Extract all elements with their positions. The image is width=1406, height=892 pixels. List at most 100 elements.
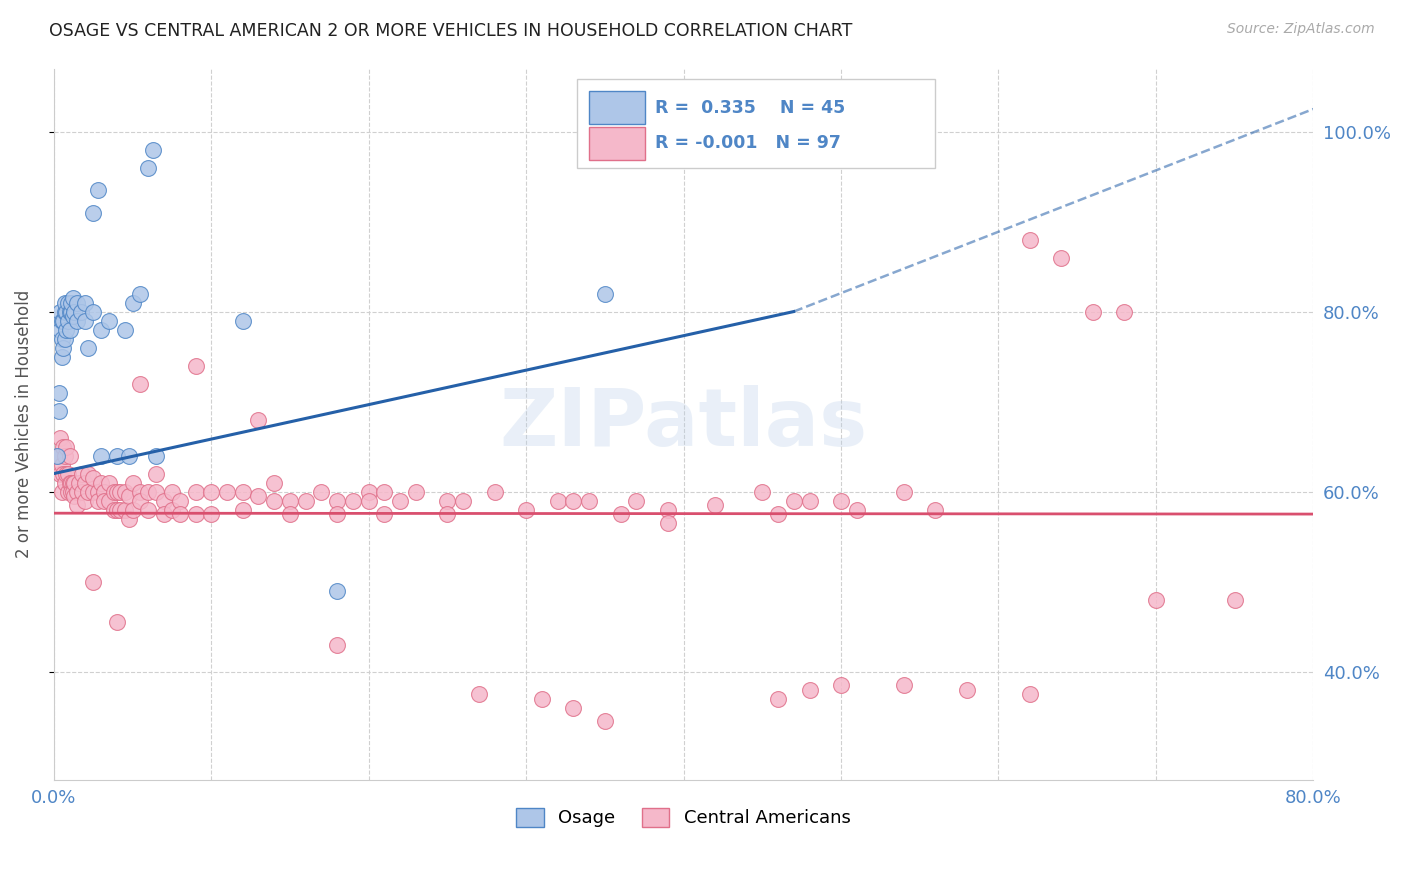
Point [49,304,72,318]
Point [451,493,474,508]
Point [121,502,143,516]
Point [326,638,349,652]
Point [58,449,80,463]
Point [200,507,222,521]
Point [75,313,97,327]
Point [56,295,79,310]
Point [58,322,80,336]
Point [278,507,301,521]
Point [357,493,380,508]
Point [547,493,569,508]
Point [60,475,83,490]
Point [215,484,238,499]
Point [799,682,821,697]
Point [1050,251,1073,265]
Point [52,341,75,355]
Point [160,484,183,499]
Point [232,484,254,499]
Text: ZIPatlas: ZIPatlas [499,385,868,463]
Point [357,484,380,499]
Point [53,475,76,490]
Point [145,449,167,463]
Point [82,484,104,499]
Point [247,412,270,426]
Point [169,493,191,508]
Point [62,309,84,323]
Text: R =  0.335    N = 45: R = 0.335 N = 45 [655,99,845,117]
FancyBboxPatch shape [589,91,644,124]
Point [200,484,222,499]
Point [63,304,86,318]
Point [142,143,165,157]
Point [97,313,120,327]
Point [136,161,159,175]
Point [326,583,349,598]
Point [87,484,110,499]
Point [609,507,631,521]
Point [46,449,69,463]
Point [373,507,395,521]
Point [58,475,80,490]
Point [1019,687,1042,701]
Point [136,484,159,499]
Point [530,691,553,706]
Point [108,502,131,516]
Point [55,304,77,318]
Point [75,475,97,490]
Point [326,493,349,508]
Point [82,574,104,589]
Point [105,484,128,499]
Point [593,286,616,301]
Point [49,467,72,481]
Point [70,467,93,481]
Point [405,484,427,499]
Point [97,475,120,490]
Point [77,341,100,355]
Point [82,471,104,485]
Point [311,484,333,499]
Point [53,332,76,346]
Point [108,484,131,499]
Point [436,507,458,521]
Point [90,449,112,463]
Point [184,484,207,499]
Point [830,678,852,692]
Point [118,511,141,525]
Point [766,691,789,706]
Point [468,687,491,701]
Point [56,313,79,327]
Point [51,332,73,346]
Point [247,489,270,503]
Point [893,484,915,499]
Point [657,516,679,530]
Point [75,493,97,508]
Point [48,449,70,463]
Point [263,493,285,508]
Point [924,502,946,516]
Point [82,205,104,219]
Point [704,498,727,512]
Point [77,467,100,481]
Point [136,502,159,516]
Point [103,502,125,516]
Point [436,493,458,508]
Point [62,291,84,305]
Point [51,313,73,327]
Point [82,304,104,318]
Point [66,313,89,327]
Point [657,502,679,516]
Point [562,700,585,714]
Point [62,484,84,499]
Point [278,493,301,508]
Point [1019,233,1042,247]
Point [830,493,852,508]
Point [121,475,143,490]
Point [87,183,110,197]
Point [69,304,91,318]
Point [799,493,821,508]
Point [121,295,143,310]
Point [53,295,76,310]
Point [70,484,93,499]
Point [389,493,412,508]
Point [77,484,100,499]
